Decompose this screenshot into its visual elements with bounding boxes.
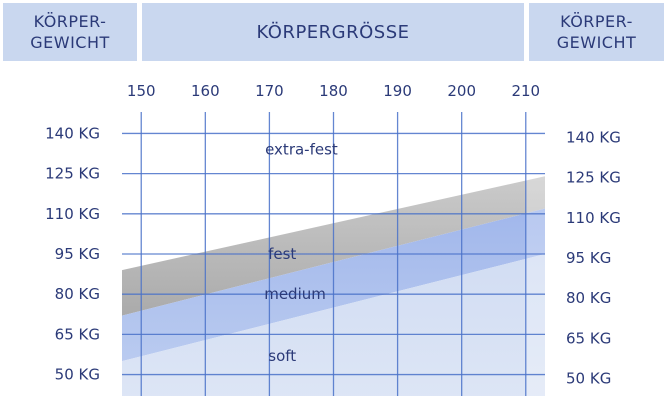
x-tick-label: 170 — [255, 82, 284, 100]
header-left-line2: GEWICHT — [30, 33, 110, 52]
y-tick-label-right: 125 KG — [566, 169, 621, 187]
zone-label-medium: medium — [264, 285, 326, 303]
y-tick-label-left: 65 KG — [55, 325, 100, 343]
y-tick-label-right: 140 KG — [566, 128, 621, 146]
y-tick-label-right: 50 KG — [566, 370, 611, 388]
header-right-line1: KÖRPER- — [560, 12, 633, 31]
y-tick-label-left: 140 KG — [45, 124, 100, 142]
x-tick-label: 210 — [511, 82, 540, 100]
zone-label-extrafest: extra-fest — [265, 141, 338, 159]
x-tick-label: 160 — [191, 82, 220, 100]
zone-label-soft: soft — [268, 347, 296, 365]
header-left-weight: KÖRPER- GEWICHT — [3, 3, 137, 61]
x-tick-label: 180 — [319, 82, 348, 100]
y-tick-label-left: 80 KG — [55, 285, 100, 303]
header-middle-label: KÖRPERGRÖSSE — [256, 21, 410, 43]
y-tick-label-right: 65 KG — [566, 329, 611, 347]
y-tick-label-right: 80 KG — [566, 289, 611, 307]
x-tick-label: 200 — [447, 82, 476, 100]
y-tick-label-right: 95 KG — [566, 249, 611, 267]
y-tick-label-right: 110 KG — [566, 209, 621, 227]
header-left-line1: KÖRPER- — [33, 12, 107, 31]
header-right-line2: GEWICHT — [556, 33, 637, 52]
y-tick-label-left: 95 KG — [55, 245, 100, 263]
y-tick-label-left: 125 KG — [45, 165, 100, 183]
y-tick-label-left: 50 KG — [55, 366, 100, 384]
zone-label-fest: fest — [268, 245, 296, 263]
x-tick-label: 190 — [383, 82, 412, 100]
y-tick-label-left: 110 KG — [45, 205, 100, 223]
header-right-weight: KÖRPER- GEWICHT — [529, 3, 664, 61]
header-body-height: KÖRPERGRÖSSE — [142, 3, 524, 61]
x-tick-label: 150 — [127, 82, 156, 100]
